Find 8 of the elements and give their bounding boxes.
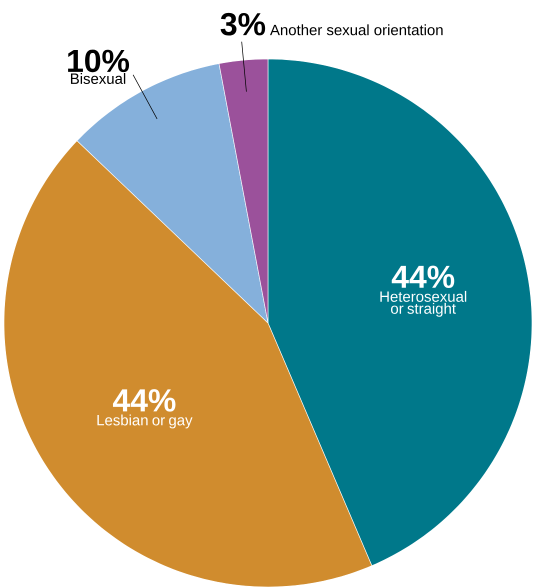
slice-label: Lesbian or gay xyxy=(97,414,193,428)
slice-label: Another sexual orientation xyxy=(270,24,443,36)
slice-label: Bisexual xyxy=(70,73,126,84)
data-label: 44% xyxy=(112,389,176,412)
data-label: 44% xyxy=(392,266,454,288)
data-label: 3% xyxy=(220,12,266,36)
slice-label: Heterosexual or straight xyxy=(380,290,466,317)
data-label: 10% xyxy=(68,50,130,72)
